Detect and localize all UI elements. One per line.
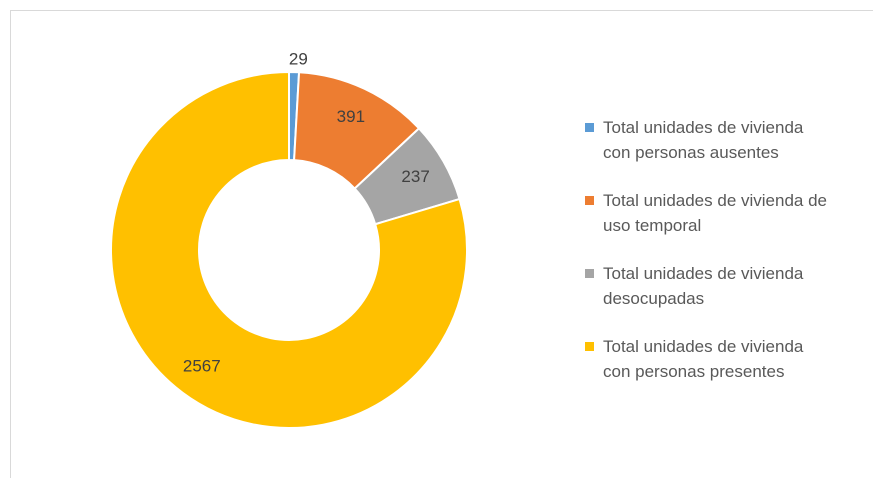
legend-item: Total unidades de vivienda con personas …	[585, 115, 828, 165]
data-label: 29	[289, 50, 308, 69]
data-label: 2567	[183, 357, 221, 376]
legend: Total unidades de vivienda con personas …	[585, 115, 845, 407]
legend-label: Total unidades de vivienda con personas …	[603, 337, 804, 381]
legend-swatch	[585, 342, 594, 351]
chart-border	[10, 10, 873, 478]
legend-label: Total unidades de vivienda con personas …	[603, 118, 804, 162]
legend-swatch	[585, 123, 594, 132]
legend-item: Total unidades de vivienda de uso tempor…	[585, 188, 828, 238]
legend-item: Total unidades de vivienda desocupadas	[585, 261, 828, 311]
data-label: 237	[401, 167, 429, 186]
legend-item: Total unidades de vivienda con personas …	[585, 334, 828, 384]
legend-swatch	[585, 196, 594, 205]
legend-label: Total unidades de vivienda de uso tempor…	[603, 191, 827, 235]
legend-label: Total unidades de vivienda desocupadas	[603, 264, 804, 308]
donut-segment	[110, 70, 468, 429]
legend-swatch	[585, 269, 594, 278]
data-label: 391	[337, 107, 365, 126]
